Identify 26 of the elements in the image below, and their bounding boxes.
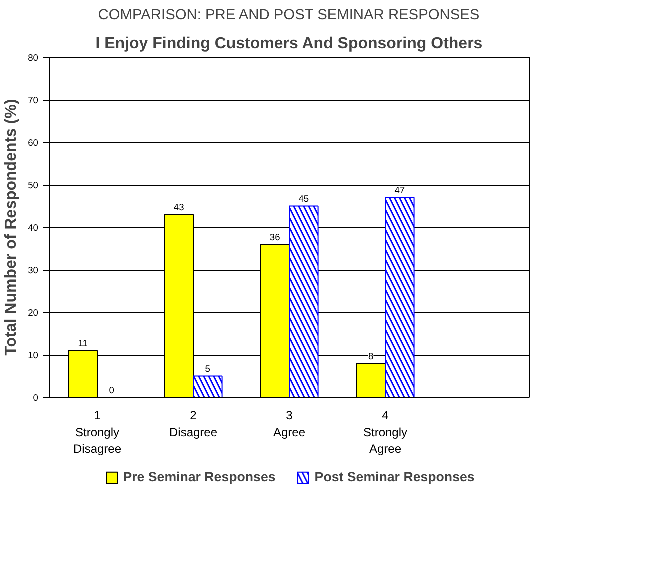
y-tick-label: 10 — [28, 350, 39, 360]
legend-label: Post Seminar Responses — [314, 470, 475, 484]
x-tick-label: 3 Agree — [273, 408, 306, 440]
data-label: 0 — [109, 385, 115, 396]
y-tick-label: 40 — [28, 223, 39, 233]
data-label: 11 — [78, 338, 88, 348]
x-tick-label: 4 Strongly Agree — [363, 408, 408, 456]
chart-title: COMPARISON: PRE AND POST SEMINAR RESPONSES — [98, 8, 480, 24]
y-tick-label: 30 — [28, 266, 39, 276]
y-axis-title: Total Number of Respondents (%) — [3, 99, 20, 356]
data-label: 43 — [174, 202, 184, 212]
y-tick-label: 20 — [28, 308, 39, 318]
y-tick-label: 0 — [33, 393, 39, 403]
data-label: 45 — [298, 194, 310, 204]
legend-label: Pre Seminar Responses — [123, 470, 276, 484]
data-label: 5 — [205, 364, 211, 374]
y-tick-label: 80 — [28, 53, 39, 63]
y-tick-label: 60 — [28, 138, 39, 148]
chart-subtitle: I Enjoy Finding Customers And Sponsoring Others — [96, 36, 483, 52]
data-label: 8 — [368, 351, 374, 362]
y-tick-label: 70 — [28, 96, 39, 106]
y-tick-label: 50 — [28, 180, 39, 190]
data-label: 36 — [270, 232, 280, 242]
x-tick-label: 1 Strongly Disagree — [73, 408, 122, 456]
x-tick-label: 2 Disagree — [169, 408, 218, 440]
data-label: 47 — [394, 186, 406, 196]
